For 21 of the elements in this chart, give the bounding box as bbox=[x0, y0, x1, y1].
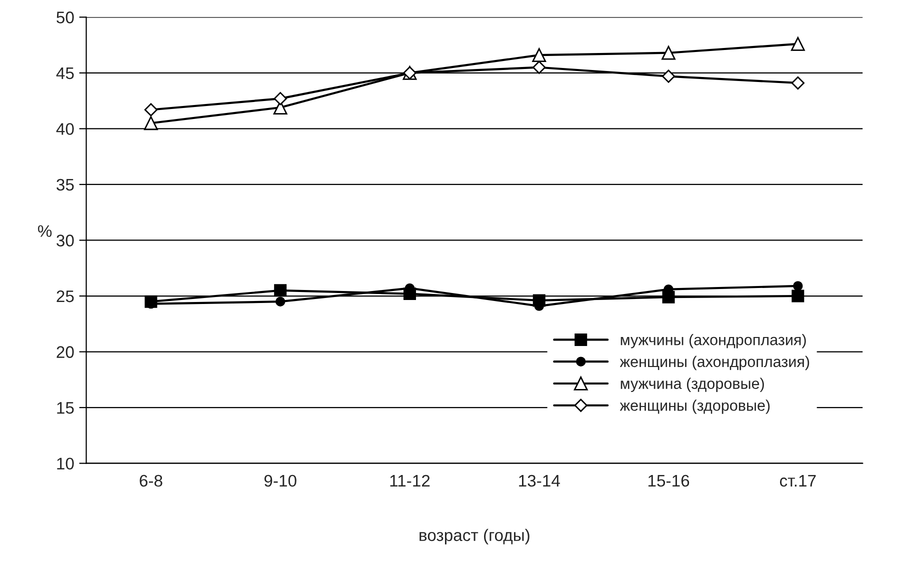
legend-label: женщины (здоровые) bbox=[620, 400, 770, 414]
y-tick-label: 35 bbox=[56, 178, 74, 191]
legend-label: мужчина (здоровые) bbox=[620, 378, 764, 392]
y-axis-title: % bbox=[38, 225, 52, 237]
y-tick-label: 15 bbox=[57, 402, 74, 414]
y-tick-label: 50 bbox=[56, 12, 74, 24]
legend-label: женщины (ахондроплазия) bbox=[620, 356, 810, 370]
x-tick-label: 11-12 bbox=[390, 474, 430, 487]
x-tick-label: ст.17 bbox=[780, 475, 816, 487]
y-tick-label: 10 bbox=[57, 458, 74, 470]
x-axis-title: возраст (годы) bbox=[420, 528, 530, 544]
x-tick-label: 6-8 bbox=[140, 474, 162, 487]
y-tick-label: 40 bbox=[56, 123, 74, 135]
x-tick-label: 15-16 bbox=[648, 474, 690, 487]
x-tick-label: 9-10 bbox=[264, 474, 296, 487]
y-tick-label: 45 bbox=[56, 68, 74, 80]
legend-label: мужчины (ахондроплазия) bbox=[620, 334, 806, 348]
y-tick-label: 25 bbox=[56, 290, 74, 302]
x-tick-label: 13-14 bbox=[519, 474, 560, 487]
y-tick-label: 20 bbox=[56, 346, 74, 358]
y-tick-label: 30 bbox=[56, 234, 74, 246]
